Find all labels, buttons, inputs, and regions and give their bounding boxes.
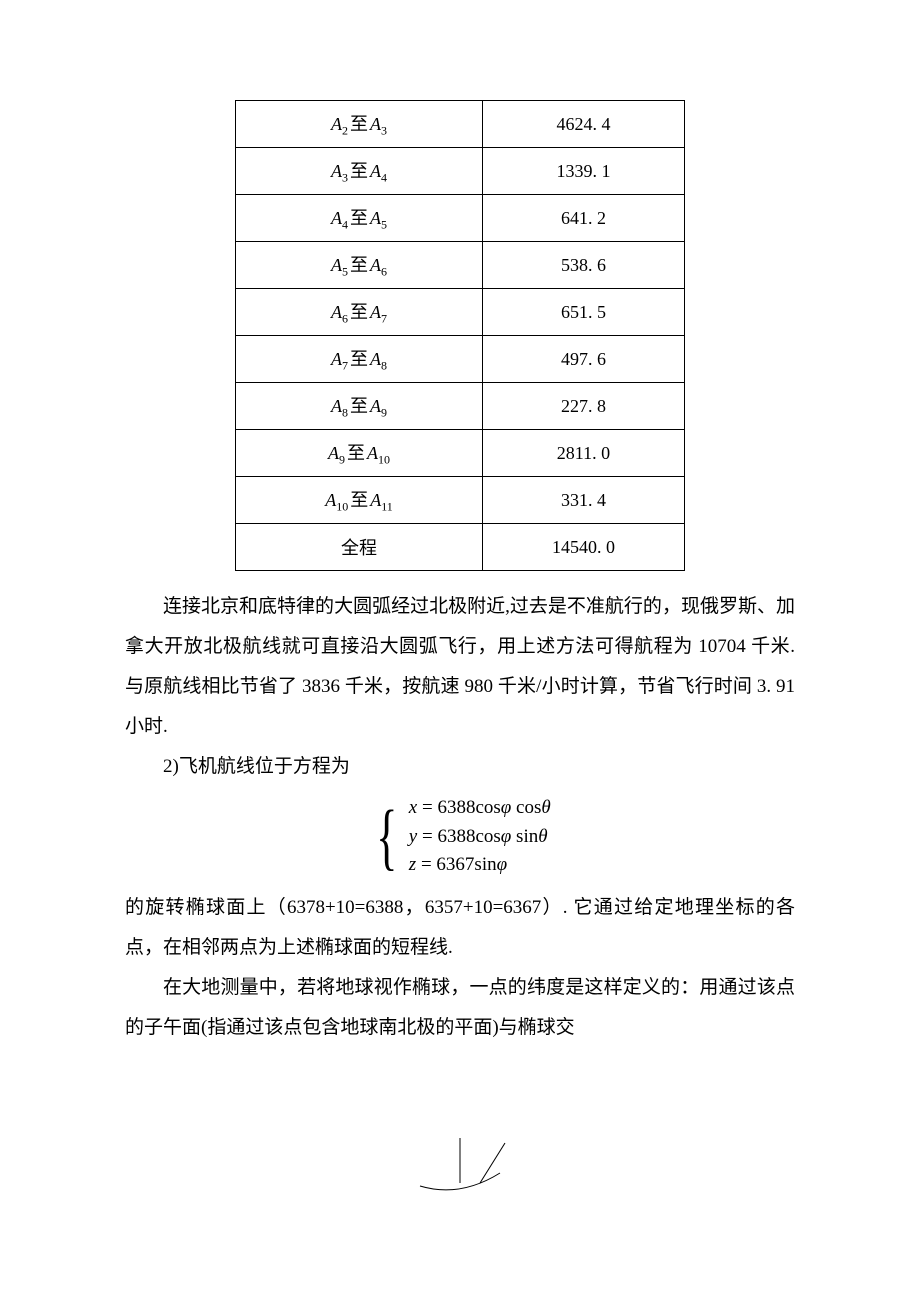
equation-line: x = 6388cosφ cosθ xyxy=(409,794,551,823)
paragraph-3: 的旋转椭球面上（6378+10=6388，6357+10=6367）. 它通过给… xyxy=(125,888,795,968)
distance-table: A2至A34624. 4A3至A41339. 1A4至A5641. 2A5至A6… xyxy=(235,100,685,571)
segment-label: A10至A11 xyxy=(236,477,483,524)
segment-label: A2至A3 xyxy=(236,101,483,148)
equation-system: { x = 6388cosφ cosθy = 6388cosφ sinθz = … xyxy=(125,794,795,880)
segment-label: A4至A5 xyxy=(236,195,483,242)
paragraph-2: 2)飞机航线位于方程为 xyxy=(125,747,795,787)
table-row: A10至A11331. 4 xyxy=(236,477,685,524)
total-value: 14540. 0 xyxy=(482,524,684,571)
document-page: A2至A34624. 4A3至A41339. 1A4至A5641. 2A5至A6… xyxy=(0,0,920,1302)
segment-value: 1339. 1 xyxy=(482,148,684,195)
segment-label: A9至A10 xyxy=(236,430,483,477)
segment-value: 227. 8 xyxy=(482,383,684,430)
segment-label: A7至A8 xyxy=(236,336,483,383)
table-row: A9至A102811. 0 xyxy=(236,430,685,477)
segment-value: 4624. 4 xyxy=(482,101,684,148)
segment-value: 497. 6 xyxy=(482,336,684,383)
segment-label: A5至A6 xyxy=(236,242,483,289)
segment-label: A8至A9 xyxy=(236,383,483,430)
total-label: 全程 xyxy=(236,524,483,571)
segment-value: 2811. 0 xyxy=(482,430,684,477)
table-row: A3至A41339. 1 xyxy=(236,148,685,195)
equation-line: z = 6367sinφ xyxy=(409,851,507,880)
table-row: A5至A6538. 6 xyxy=(236,242,685,289)
table-row: A4至A5641. 2 xyxy=(236,195,685,242)
segment-value: 651. 5 xyxy=(482,289,684,336)
paragraph-4: 在大地测量中，若将地球视作椭球，一点的纬度是这样定义的：用通过该点的子午面(指通… xyxy=(125,968,795,1048)
segment-label: A3至A4 xyxy=(236,148,483,195)
paragraph-1: 连接北京和底特律的大圆弧经过北极附近,过去是不准航行的，现俄罗斯、加拿大开放北极… xyxy=(125,587,795,747)
left-brace-icon: { xyxy=(376,800,397,874)
table-row: A8至A9227. 8 xyxy=(236,383,685,430)
segment-label: A6至A7 xyxy=(236,289,483,336)
segment-value: 641. 2 xyxy=(482,195,684,242)
partial-figure xyxy=(125,1128,795,1203)
table-row: A6至A7651. 5 xyxy=(236,289,685,336)
equation-line: y = 6388cosφ sinθ xyxy=(409,823,548,852)
table-row-total: 全程14540. 0 xyxy=(236,524,685,571)
table-row: A7至A8497. 6 xyxy=(236,336,685,383)
equation-lines: x = 6388cosφ cosθy = 6388cosφ sinθz = 63… xyxy=(409,794,551,880)
segment-value: 538. 6 xyxy=(482,242,684,289)
table-row: A2至A34624. 4 xyxy=(236,101,685,148)
table-body: A2至A34624. 4A3至A41339. 1A4至A5641. 2A5至A6… xyxy=(236,101,685,571)
segment-value: 331. 4 xyxy=(482,477,684,524)
